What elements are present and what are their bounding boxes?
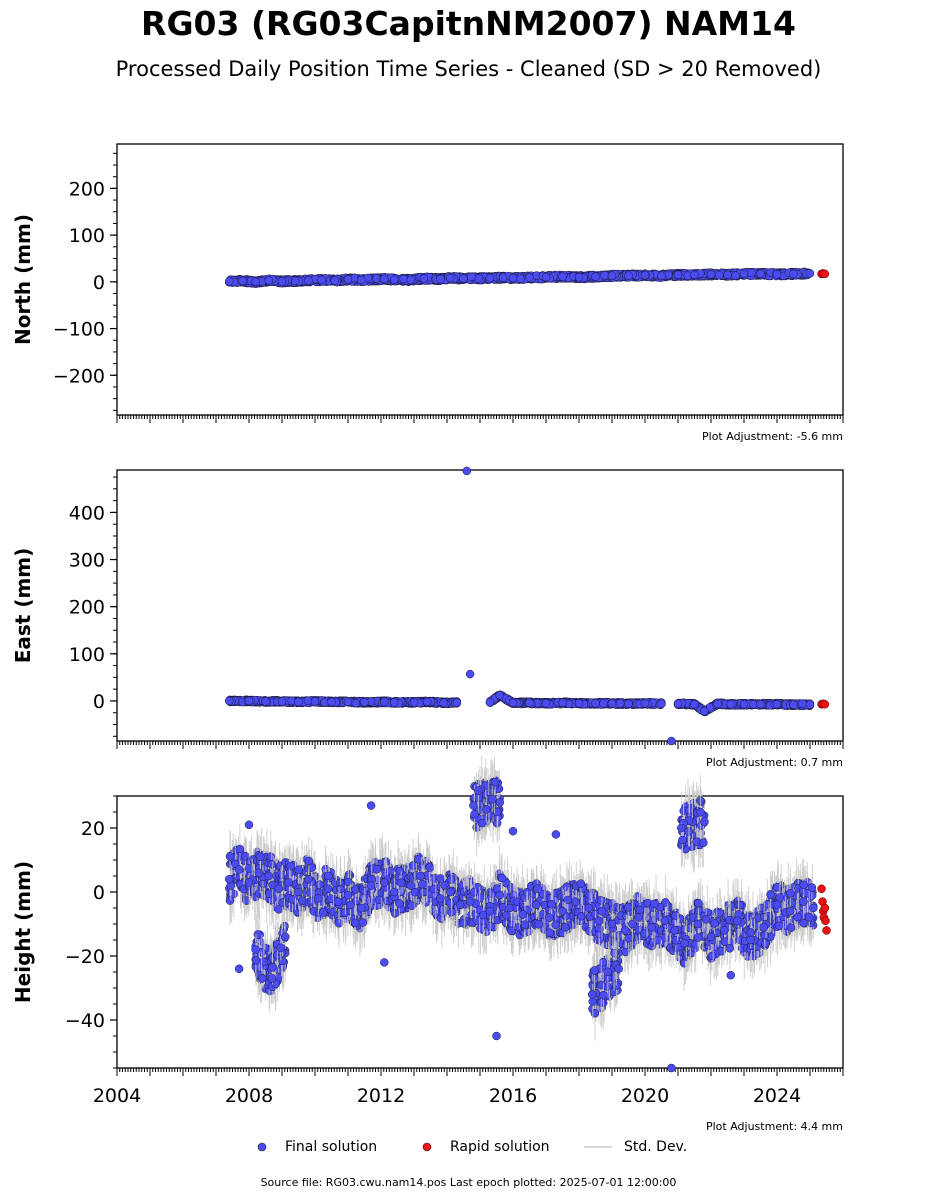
north-final-point: [706, 270, 716, 279]
north-plot-adjustment: Plot Adjustment: -5.6 mm: [702, 430, 843, 443]
east-panel: 0 100 200 300 400 East (mm) Plot Adjustment: 0…: [11, 466, 844, 769]
north-final-point: [406, 275, 415, 285]
north-panel: −200 −100 0 100 200 North (mm) Plot Adjustment…: [11, 143, 844, 443]
north-final-point: [772, 270, 782, 279]
north-final-point: [238, 276, 247, 286]
north-final-point: [541, 272, 551, 282]
north-final-point: [715, 271, 724, 280]
north-final-point: [673, 270, 683, 280]
north-final-point: [558, 272, 567, 281]
north-final-point: [251, 277, 260, 287]
east-y-tick-label: 100: [69, 644, 105, 666]
north-final-point: [264, 276, 274, 285]
north-final-point: [525, 273, 534, 282]
north-final-point: [607, 271, 617, 281]
north-y-tick-label: 100: [69, 225, 105, 247]
north-final-point: [467, 272, 476, 282]
north-final-point: [600, 271, 609, 280]
north-final-point: [574, 272, 584, 282]
north-final-point: [498, 273, 508, 282]
north-final-point: [389, 275, 399, 284]
north-final-point: [746, 268, 756, 278]
north-final-point: [739, 269, 749, 279]
east-y-tick-label: 300: [69, 550, 105, 572]
north-final-point: [731, 271, 740, 280]
north-final-point: [474, 274, 484, 283]
north-final-point: [591, 272, 600, 281]
north-y-tick-label: −100: [53, 319, 105, 341]
north-final-point: [805, 269, 815, 278]
north-final-point: [343, 275, 353, 284]
north-final-point: [380, 274, 389, 284]
north-final-point: [789, 269, 798, 279]
north-final-point: [277, 277, 287, 286]
north-final-point: [419, 274, 429, 283]
east-y-tick-label: 200: [69, 597, 105, 619]
north-final-point: [516, 274, 525, 283]
north-final-point: [690, 270, 699, 280]
east-plot-adjustment: Plot Adjustment: 0.7 mm: [706, 756, 843, 769]
east-y-axis-label: East (mm): [11, 548, 35, 664]
north-y-axis-label: North (mm): [11, 214, 35, 345]
north-final-point: [399, 274, 408, 284]
north-final-point: [459, 274, 468, 283]
north-final-point: [723, 270, 732, 280]
north-final-point: [304, 276, 313, 285]
east-y-tick-label: 0: [93, 691, 105, 713]
chart-subtitle: Processed Daily Position Time Series - C…: [0, 57, 937, 81]
north-final-point: [436, 274, 445, 284]
north-final-point: [508, 273, 518, 283]
north-y-tick-label: 0: [93, 272, 105, 294]
north-y-tick-label: 200: [69, 178, 105, 200]
north-final-point: [657, 271, 666, 281]
north-final-point: [356, 275, 366, 285]
chart-title: RG03 (RG03CapitnNM2007) NAM14: [0, 4, 937, 43]
north-final-point: [224, 277, 234, 286]
north-rapid-point: [820, 269, 830, 279]
north-final-point: [485, 273, 495, 283]
north-final-point: [317, 275, 326, 285]
north-final-point: [756, 269, 765, 279]
east-y-tick-label: 400: [69, 502, 105, 524]
north-y-tick-label: −200: [53, 365, 105, 387]
north-final-point: [446, 273, 455, 283]
north-final-point: [330, 276, 340, 285]
north-final-point: [290, 276, 300, 286]
north-final-point: [640, 271, 650, 280]
north-final-point: [624, 271, 633, 281]
